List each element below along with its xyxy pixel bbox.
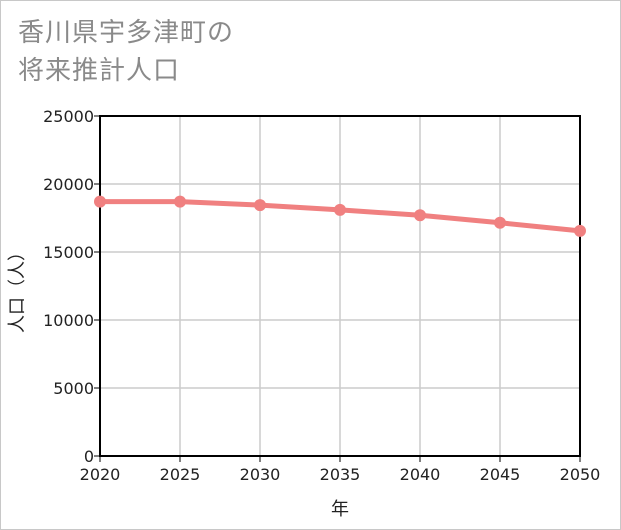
data-point (574, 224, 586, 237)
x-axis-title: 年 (331, 499, 349, 520)
x-tick-label: 2020 (80, 465, 121, 484)
x-tick-label: 2025 (160, 465, 201, 484)
chart-title-line-1: 香川県宇多津町の (18, 18, 235, 48)
y-tick-label: 15000 (43, 243, 94, 262)
y-tick-label: 10000 (43, 311, 94, 330)
chart-title: 香川県宇多津町の 将来推計人口 (18, 14, 234, 90)
x-axis-ticks: 2020 2025 2030 2035 2040 2045 2050 (80, 456, 601, 484)
x-tick-label: 2045 (480, 465, 521, 484)
y-tick-label: 5000 (53, 379, 94, 398)
data-point (494, 216, 506, 229)
y-tick-label: 25000 (43, 107, 94, 126)
y-axis-title: 人口（人） (7, 243, 28, 333)
y-tick-label: 0 (84, 447, 94, 466)
data-point (414, 209, 426, 222)
x-tick-label: 2040 (400, 465, 441, 484)
x-tick-label: 2035 (320, 465, 361, 484)
grid (99, 115, 581, 457)
data-point (94, 195, 106, 208)
x-tick-label: 2030 (240, 465, 281, 484)
data-point (254, 199, 266, 212)
data-point (174, 195, 186, 208)
data-point (334, 203, 346, 216)
y-tick-label: 20000 (43, 175, 94, 194)
y-axis-ticks: 0 5000 10000 15000 20000 25000 (43, 107, 100, 466)
x-tick-label: 2050 (560, 465, 601, 484)
chart-title-line-2: 将来推計人口 (18, 56, 181, 86)
series (94, 195, 586, 237)
